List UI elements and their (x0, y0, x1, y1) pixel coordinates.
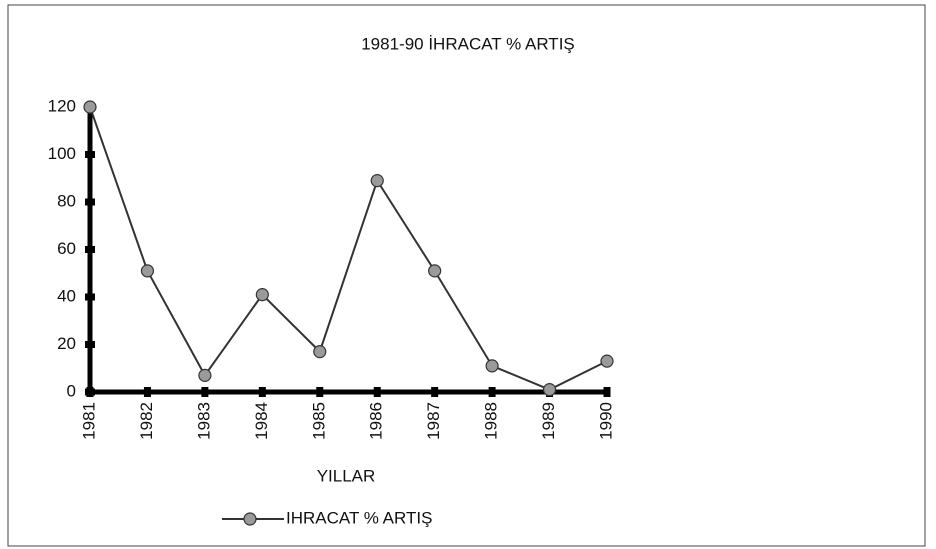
series-marker (600, 354, 614, 368)
series-marker (83, 100, 97, 114)
series-marker (542, 383, 557, 397)
x-tick-label: 1988 (482, 402, 501, 440)
legend-label: IHRACAT % ARTIŞ (286, 508, 432, 527)
series-marker (198, 368, 212, 382)
x-tick-label: 1982 (137, 402, 156, 440)
series-marker (428, 264, 442, 278)
x-tick-label: 1985 (309, 402, 328, 440)
series-marker (370, 174, 384, 188)
series-marker (313, 345, 327, 359)
x-tick-label: 1983 (194, 402, 213, 440)
y-tick-label: 20 (57, 334, 76, 353)
x-tick-label: 1984 (252, 402, 271, 440)
series-line (89, 106, 608, 391)
chart-frame (7, 4, 926, 547)
y-tick-label: 0 (67, 381, 76, 400)
y-tick-label: 40 (57, 286, 76, 305)
y-tick-label: 60 (57, 239, 76, 258)
series-marker (485, 359, 499, 373)
series-marker (140, 264, 155, 278)
y-tick-label: 100 (48, 144, 76, 163)
y-tick-label: 80 (57, 191, 76, 210)
y-tick-label: 120 (48, 96, 76, 115)
x-tick-label: 1990 (596, 402, 615, 440)
x-tick-label: 1986 (367, 402, 386, 440)
series-marker (255, 288, 269, 302)
x-axis-label: YILLAR (317, 466, 376, 485)
legend-marker (243, 512, 257, 526)
chart-title: 1981-90 İHRACAT % ARTIŞ (361, 34, 575, 53)
x-tick-label: 1981 (79, 402, 98, 440)
x-tick-label: 1987 (424, 402, 443, 440)
x-tick-label: 1989 (539, 402, 558, 440)
